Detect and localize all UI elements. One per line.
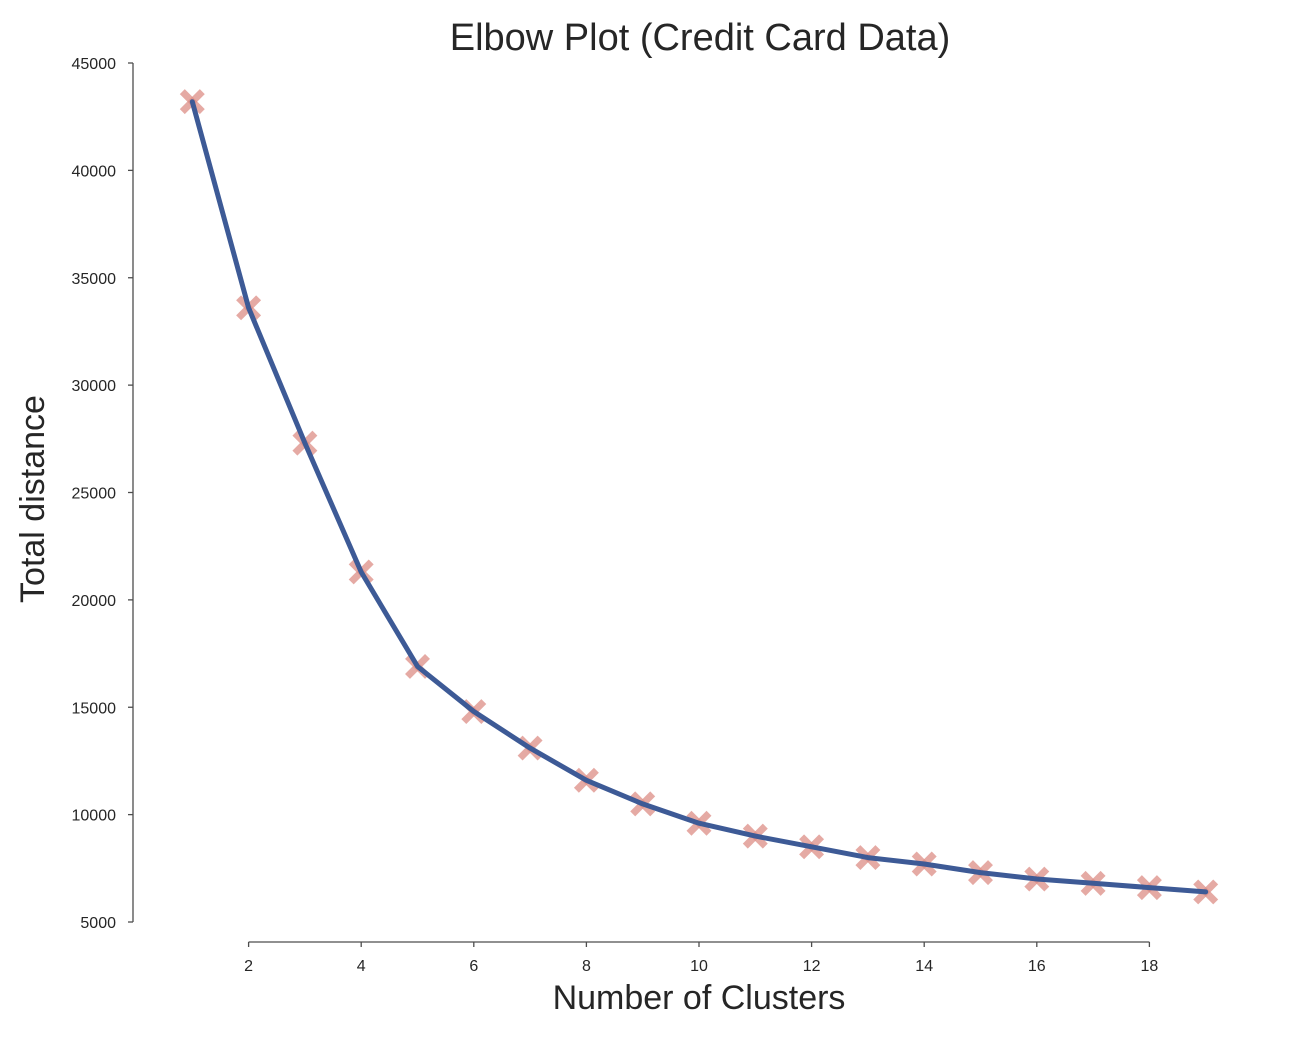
x-tick-label: 18 (1141, 958, 1159, 975)
y-tick-label: 40000 (72, 163, 117, 180)
x-axis-label: Number of Clusters (553, 979, 846, 1017)
x-tick-label: 12 (803, 958, 821, 975)
y-tick-label: 20000 (72, 593, 117, 610)
chart-title: Elbow Plot (Credit Card Data) (450, 17, 951, 59)
y-tick-label: 25000 (72, 486, 117, 503)
x-tick-label: 10 (690, 958, 708, 975)
y-axis: 5000 10000 15000 20000 25000 30000 35000 40000 4… (72, 56, 134, 932)
y-tick-label: 5000 (80, 915, 116, 932)
y-tick-label: 10000 (72, 808, 117, 825)
marker-group (179, 89, 1219, 905)
x-axis: 2 4 6 8 10 12 14 16 18 (244, 941, 1159, 975)
y-tick-label: 35000 (72, 271, 117, 288)
x-tick-label: 16 (1028, 958, 1046, 975)
y-tick-label: 15000 (72, 700, 117, 717)
x-tick-label: 6 (469, 958, 478, 975)
plot-area (179, 89, 1219, 905)
x-tick-label: 4 (357, 958, 366, 975)
x-tick-label: 14 (915, 958, 933, 975)
y-axis-label: Total distance (14, 395, 52, 603)
x-tick-label: 8 (582, 958, 591, 975)
x-tick-label: 2 (244, 958, 253, 975)
series-line (189, 99, 1209, 895)
y-tick-label: 45000 (72, 56, 117, 73)
y-tick-label: 30000 (72, 378, 117, 395)
